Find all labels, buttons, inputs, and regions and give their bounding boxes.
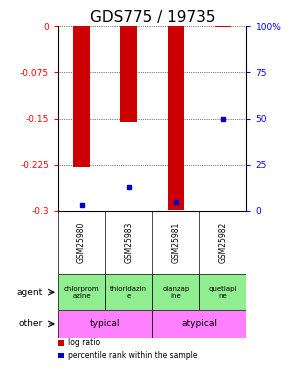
Text: GSM25981: GSM25981 <box>171 222 180 263</box>
Text: GSM25982: GSM25982 <box>218 222 227 263</box>
Text: typical: typical <box>90 320 120 328</box>
Text: chlorprom
azine: chlorprom azine <box>64 286 99 299</box>
Bar <box>58 274 105 310</box>
Bar <box>120 26 137 122</box>
Text: agent: agent <box>17 288 43 297</box>
Bar <box>168 26 184 210</box>
Text: quetiapi
ne: quetiapi ne <box>209 286 237 299</box>
Bar <box>215 26 231 27</box>
Bar <box>58 310 152 338</box>
Legend: log ratio, percentile rank within the sample: log ratio, percentile rank within the sa… <box>58 338 197 360</box>
Bar <box>105 274 152 310</box>
Bar <box>73 26 90 166</box>
Text: other: other <box>19 320 43 328</box>
Bar <box>199 274 246 310</box>
Title: GDS775 / 19735: GDS775 / 19735 <box>90 10 215 25</box>
Text: olanzap
ine: olanzap ine <box>162 286 189 299</box>
Bar <box>152 274 200 310</box>
Text: GSM25983: GSM25983 <box>124 222 133 263</box>
Text: GSM25980: GSM25980 <box>77 222 86 263</box>
Text: thioridazin
e: thioridazin e <box>110 286 147 299</box>
Bar <box>152 310 246 338</box>
Text: atypical: atypical <box>181 320 218 328</box>
